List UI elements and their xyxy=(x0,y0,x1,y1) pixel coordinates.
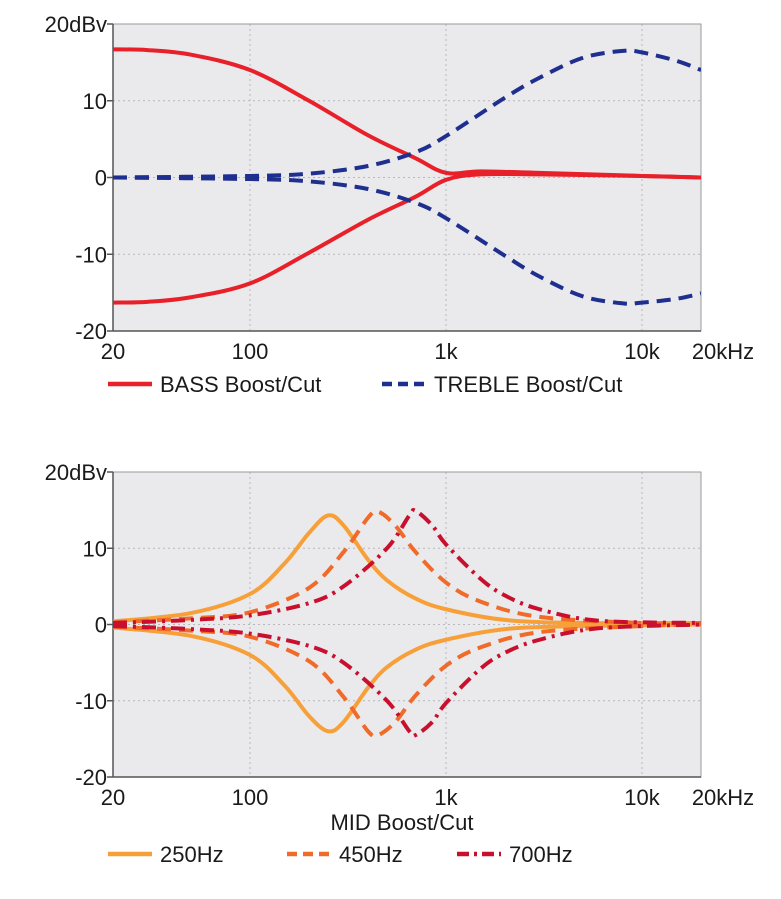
y-tick-label: 0 xyxy=(95,166,107,191)
legend-label: 700Hz xyxy=(509,842,573,867)
series-line-250hz-1 xyxy=(113,622,701,734)
legend-item-250hz: 250Hz xyxy=(108,842,224,867)
series-line-treble-boost-cut-2 xyxy=(113,48,701,180)
series-line-700hz-5 xyxy=(113,622,701,738)
legend-label: 450Hz xyxy=(339,842,403,867)
series-line-treble-boost-cut-3 xyxy=(113,175,701,306)
x-tick-label: 100 xyxy=(232,785,269,810)
y-tick-label: 10 xyxy=(83,536,107,561)
series-line-450hz-3 xyxy=(113,622,701,739)
legend-label: 250Hz xyxy=(160,842,224,867)
legend-label: BASS Boost/Cut xyxy=(160,372,321,397)
x-tick-label: 10k xyxy=(624,339,660,364)
legend-item-bass-boost-cut: BASS Boost/Cut xyxy=(108,372,321,397)
y-tick-label: 20dBv xyxy=(45,460,107,485)
y-tick-label: 20dBv xyxy=(45,12,107,37)
series-line-bass-boost-cut-1 xyxy=(113,171,701,305)
x-tick-label: 20kHz xyxy=(692,785,754,810)
y-tick-label: -10 xyxy=(75,689,107,714)
x-tick-label: 20 xyxy=(101,339,125,364)
series-line-700hz-4 xyxy=(113,507,701,625)
x-tick-label: 1k xyxy=(434,339,458,364)
x-tick-label: 100 xyxy=(232,339,269,364)
y-tick-label: 0 xyxy=(95,613,107,638)
series-line-250hz-0 xyxy=(113,513,701,626)
y-tick-label: -20 xyxy=(75,765,107,790)
legend-item-450hz: 450Hz xyxy=(287,842,403,867)
series-line-450hz-2 xyxy=(113,509,701,626)
x-tick-label: 1k xyxy=(434,785,458,810)
legend-item-treble-boost-cut: TREBLE Boost/Cut xyxy=(382,372,622,397)
legend-item-700hz: 700Hz xyxy=(457,842,573,867)
y-tick-label: -10 xyxy=(75,242,107,267)
x-tick-label: 20 xyxy=(101,785,125,810)
y-tick-label: 10 xyxy=(83,89,107,114)
x-tick-label: 20kHz xyxy=(692,339,754,364)
x-tick-label: 10k xyxy=(624,785,660,810)
y-tick-label: -20 xyxy=(75,319,107,344)
x-axis-title: MID Boost/Cut xyxy=(330,810,473,835)
legend-label: TREBLE Boost/Cut xyxy=(434,372,622,397)
